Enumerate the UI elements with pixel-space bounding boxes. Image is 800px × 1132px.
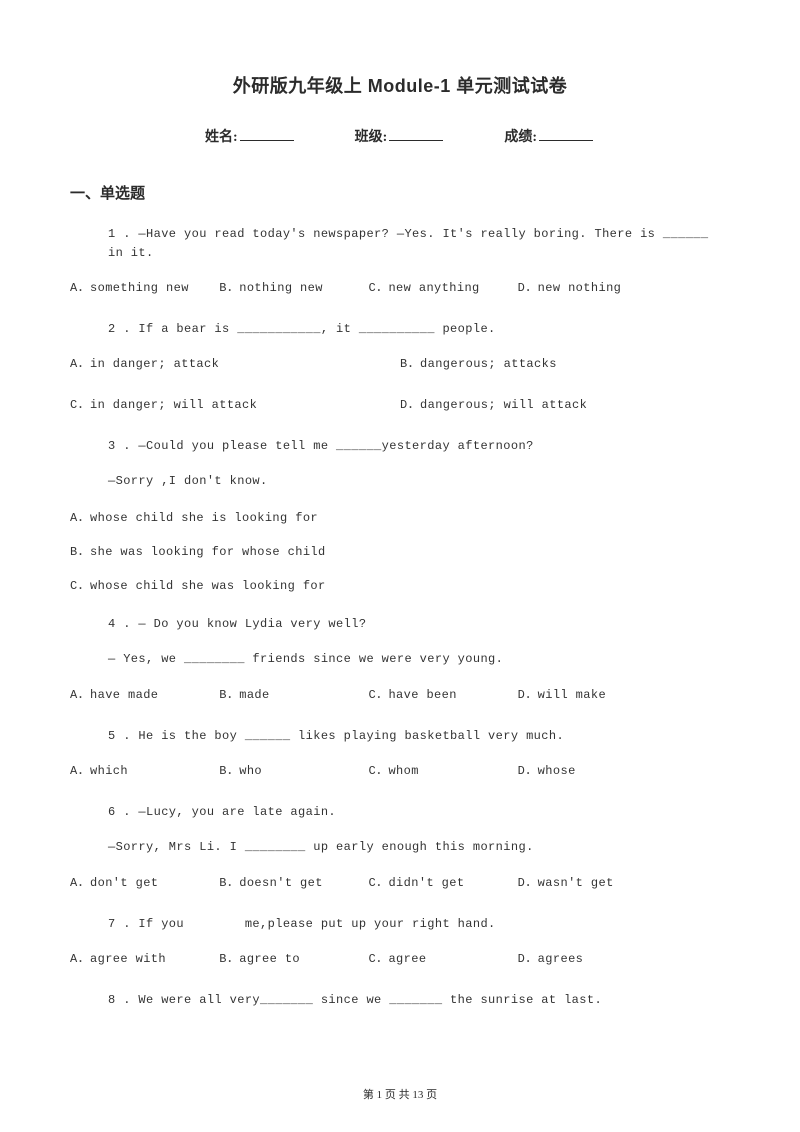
q2-opt-a: A．in danger; attack (70, 355, 400, 374)
q6-text1: 6 . —Lucy, you are late again. (70, 803, 730, 822)
questions-block: 1 . —Have you read today's newspaper? —Y… (70, 225, 730, 1009)
section-1-header: 一、单选题 (70, 182, 730, 203)
q8-text: 8 . We were all very_______ since we ___… (70, 991, 730, 1010)
name-blank[interactable] (240, 127, 294, 141)
q2-options-row1: A．in danger; attack B．dangerous; attacks (70, 355, 730, 374)
q2-opt-c: C．in danger; will attack (70, 396, 400, 415)
q2-opt-b: B．dangerous; attacks (400, 355, 730, 374)
q2-opt-d: D．dangerous; will attack (400, 396, 730, 415)
q3-opt-b: B．she was looking for whose child (70, 542, 730, 559)
q3-opt-a: A．whose child she is looking for (70, 508, 730, 525)
page-title: 外研版九年级上 Module-1 单元测试试卷 (70, 72, 730, 98)
class-blank[interactable] (389, 127, 443, 141)
q5-options: A．which B．who C．whom D．whose (70, 762, 730, 781)
q4-text1: 4 . — Do you know Lydia very well? (70, 615, 730, 634)
q7-text: 7 . If you me,please put up your right h… (70, 915, 730, 934)
page-footer: 第 1 页 共 13 页 (0, 1086, 800, 1102)
student-info-row: 姓名: 班级: 成绩: (70, 126, 730, 146)
q3-text2: —Sorry ,I don't know. (70, 472, 730, 491)
score-blank[interactable] (539, 127, 593, 141)
q7-options: A．agree with B．agree to C．agree D．agrees (70, 950, 730, 969)
q1-text: 1 . —Have you read today's newspaper? —Y… (70, 225, 730, 262)
q6-options: A．don't get B．doesn't get C．didn't get D… (70, 874, 730, 893)
q3-text1: 3 . —Could you please tell me ______yest… (70, 437, 730, 456)
q4-options: A．have made B．made C．have been D．will ma… (70, 686, 730, 705)
q2-text: 2 . If a bear is ___________, it _______… (70, 320, 730, 339)
q3-opt-c: C．whose child she was looking for (70, 576, 730, 593)
q6-text2: —Sorry, Mrs Li. I ________ up early enou… (70, 838, 730, 857)
score-label: 成绩: (504, 130, 537, 145)
q3-options: A．whose child she is looking for B．she w… (70, 508, 730, 593)
q2-options-row2: C．in danger; will attack D．dangerous; wi… (70, 396, 730, 415)
name-label: 姓名: (205, 130, 238, 145)
class-label: 班级: (355, 130, 388, 145)
q5-text: 5 . He is the boy ______ likes playing b… (70, 727, 730, 746)
q4-text2: — Yes, we ________ friends since we were… (70, 650, 730, 669)
exam-page: 外研版九年级上 Module-1 单元测试试卷 姓名: 班级: 成绩: 一、单选… (0, 0, 800, 1009)
q1-options: A．something new B．nothing new C．new anyt… (70, 279, 730, 298)
